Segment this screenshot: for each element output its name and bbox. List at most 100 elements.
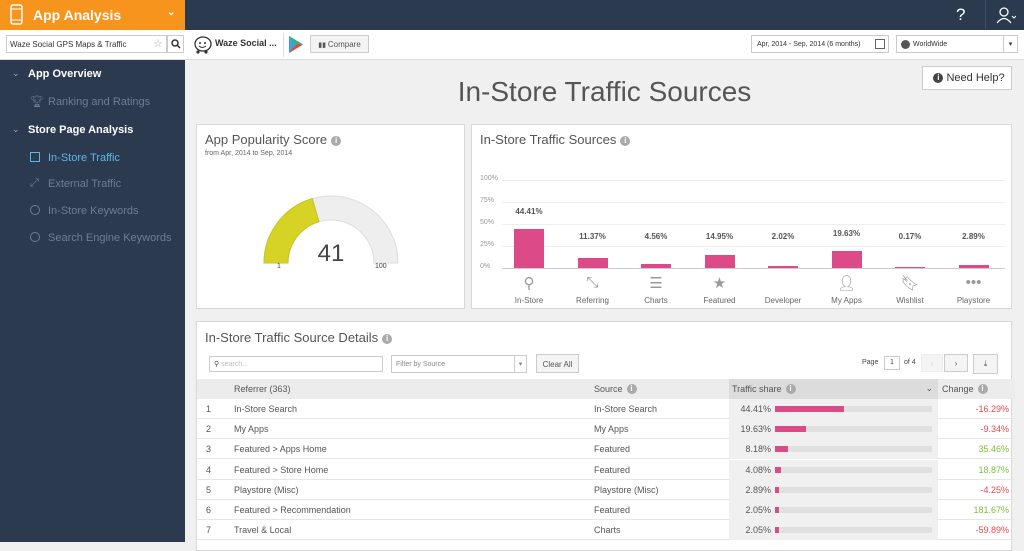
prev-page-button[interactable]: ‹ bbox=[921, 354, 943, 372]
bar[interactable] bbox=[958, 265, 989, 268]
column-source[interactable]: Source i bbox=[594, 384, 637, 394]
share-bar-track bbox=[775, 466, 932, 473]
table-row[interactable]: 5 Playstore (Misc) Playstore (Misc) 2.89… bbox=[197, 479, 1015, 500]
gridline bbox=[502, 224, 1005, 225]
page-number-input[interactable]: 1 bbox=[884, 356, 900, 370]
app-analysis-menu[interactable]: App Analysis ⌄ bbox=[0, 0, 185, 30]
person-icon: 👤︎ bbox=[836, 275, 857, 292]
bar-data-label: 2.89% bbox=[962, 232, 985, 241]
arrows-icon: ⤢ bbox=[30, 177, 39, 189]
filter-source-select[interactable]: Filter by Source ▾ bbox=[391, 355, 527, 373]
page-count: of 4 bbox=[904, 359, 916, 366]
traffic-share-cell: 2.05% bbox=[729, 520, 938, 541]
share-bar-fill bbox=[775, 527, 779, 534]
traffic-share-cell: 4.08% bbox=[729, 459, 938, 480]
clear-all-button[interactable]: Clear All bbox=[536, 354, 579, 373]
referrer: In-Store Search bbox=[234, 404, 298, 414]
app-search-input[interactable]: Waze Social GPS Maps & Traffic bbox=[6, 35, 167, 53]
bar-chart-icon: ▮▮ bbox=[318, 42, 328, 49]
star-icon[interactable]: ☆ bbox=[153, 38, 163, 50]
table-row[interactable]: 3 Featured > Apps Home Featured 8.18% 35… bbox=[197, 439, 1015, 460]
waze-icon bbox=[194, 36, 212, 54]
table-row[interactable]: 2 My Apps My Apps 19.63% -9.34% bbox=[197, 419, 1015, 440]
referrer: Travel & Local bbox=[234, 525, 292, 536]
row-number: 2 bbox=[206, 424, 212, 435]
sort-desc-icon: ⌄ bbox=[925, 383, 933, 393]
card-title: In-Store Traffic Sources bbox=[480, 132, 617, 147]
table-row[interactable]: 1 In-Store Search In-Store Search 44.41%… bbox=[197, 399, 1015, 419]
source: In-Store Search bbox=[594, 404, 658, 414]
row-number: 6 bbox=[206, 505, 212, 515]
column-change[interactable]: Change i bbox=[942, 384, 988, 394]
row-number: 7 bbox=[206, 525, 212, 536]
chevron-down-icon: ⌄ bbox=[167, 7, 176, 18]
help-icon[interactable]: ? bbox=[956, 5, 966, 24]
share-value: 4.08% bbox=[745, 464, 771, 475]
y-tick-label: 100% bbox=[480, 175, 498, 182]
table-row[interactable]: 7 Travel & Local Charts 2.05% -59.89% bbox=[197, 520, 1015, 541]
app-toolbar: Waze Social GPS Maps & Traffic ☆ Waze So… bbox=[0, 30, 1024, 60]
column-referrer[interactable]: Referrer (363) bbox=[234, 384, 291, 394]
gauge-min: 1 bbox=[277, 263, 281, 270]
gauge-max: 100 bbox=[375, 263, 387, 270]
app-popularity-card: App Popularity Score i from Apr, 2014 to … bbox=[196, 124, 465, 309]
share-bar-track bbox=[775, 527, 932, 534]
share-value: 2.89% bbox=[745, 484, 771, 495]
bar-data-label: 4.56% bbox=[644, 232, 668, 241]
user-icon bbox=[996, 7, 1016, 24]
download-button[interactable]: ⤓ bbox=[973, 354, 998, 374]
column-traffic-share[interactable]: Traffic share i ⌄ bbox=[729, 379, 938, 399]
share-bar-fill bbox=[775, 406, 845, 412]
change-value: -9.34% bbox=[980, 424, 1009, 435]
date-range-picker[interactable]: Apr, 2014 - Sep, 2014 (6 months) bbox=[751, 35, 889, 53]
referrer: Featured > Recommendation bbox=[234, 505, 351, 515]
info-icon[interactable]: i bbox=[785, 384, 796, 394]
bar[interactable] bbox=[768, 266, 798, 268]
info-icon[interactable]: i bbox=[331, 136, 342, 146]
search-button[interactable] bbox=[167, 35, 184, 53]
traffic-share-cell: 2.89% bbox=[729, 479, 938, 500]
row-number: 5 bbox=[206, 484, 212, 495]
category-label: Developer bbox=[764, 296, 802, 305]
region-select[interactable]: WorldWide ▾ bbox=[896, 35, 1018, 53]
table-header: Referrer (363) Source i Traffic share i ⌄ C… bbox=[197, 379, 1015, 399]
traffic-share-cell: 8.18% bbox=[729, 439, 938, 460]
referrer: Featured > Apps Home bbox=[234, 444, 327, 455]
source: Charts bbox=[594, 525, 621, 536]
info-icon[interactable]: i bbox=[382, 334, 393, 344]
share-bar-track bbox=[775, 406, 932, 412]
bar[interactable] bbox=[895, 267, 925, 268]
bar[interactable] bbox=[514, 228, 544, 268]
table-row[interactable]: 6 Featured > Recommendation Featured 2.0… bbox=[197, 500, 1015, 520]
user-menu[interactable] bbox=[985, 0, 1024, 30]
source: Featured bbox=[594, 464, 631, 475]
page-title: In-Store Traffic Sources bbox=[457, 76, 752, 107]
bar-data-label: 2.02% bbox=[771, 232, 795, 241]
gridline bbox=[502, 180, 1005, 181]
next-page-button[interactable]: › bbox=[944, 354, 968, 372]
info-icon[interactable]: i bbox=[620, 136, 631, 146]
referrer: Playstore (Misc) bbox=[234, 484, 299, 495]
info-icon: i bbox=[933, 73, 944, 83]
compare-button[interactable]: ▮▮ Compare bbox=[310, 35, 369, 53]
bar[interactable] bbox=[831, 250, 862, 268]
card-subtitle: from Apr, 2014 to Sep, 2014 bbox=[205, 150, 293, 157]
referring-arrows-icon: ⤡ bbox=[586, 274, 599, 291]
change-value: 35.46% bbox=[978, 444, 1009, 455]
bar[interactable] bbox=[577, 257, 608, 268]
bar[interactable] bbox=[704, 254, 735, 268]
info-icon[interactable]: i bbox=[626, 384, 637, 394]
y-tick-label: 0% bbox=[480, 263, 491, 270]
need-help-button[interactable]: i Need Help? bbox=[922, 66, 1012, 90]
table-row[interactable]: 4 Featured > Store Home Featured 4.08% 1… bbox=[197, 459, 1015, 480]
referrer-search-input[interactable]: ⚲ search... bbox=[209, 356, 383, 372]
source: Playstore (Misc) bbox=[594, 484, 659, 495]
share-value: 8.18% bbox=[745, 444, 771, 455]
source: Featured bbox=[594, 505, 631, 515]
trophy-icon: 🏆︎ bbox=[30, 96, 44, 108]
gauge-fill bbox=[263, 198, 320, 264]
share-bar-fill bbox=[775, 426, 806, 433]
bar[interactable] bbox=[641, 263, 671, 268]
share-value: 44.41% bbox=[740, 404, 771, 414]
info-icon[interactable]: i bbox=[977, 384, 988, 394]
